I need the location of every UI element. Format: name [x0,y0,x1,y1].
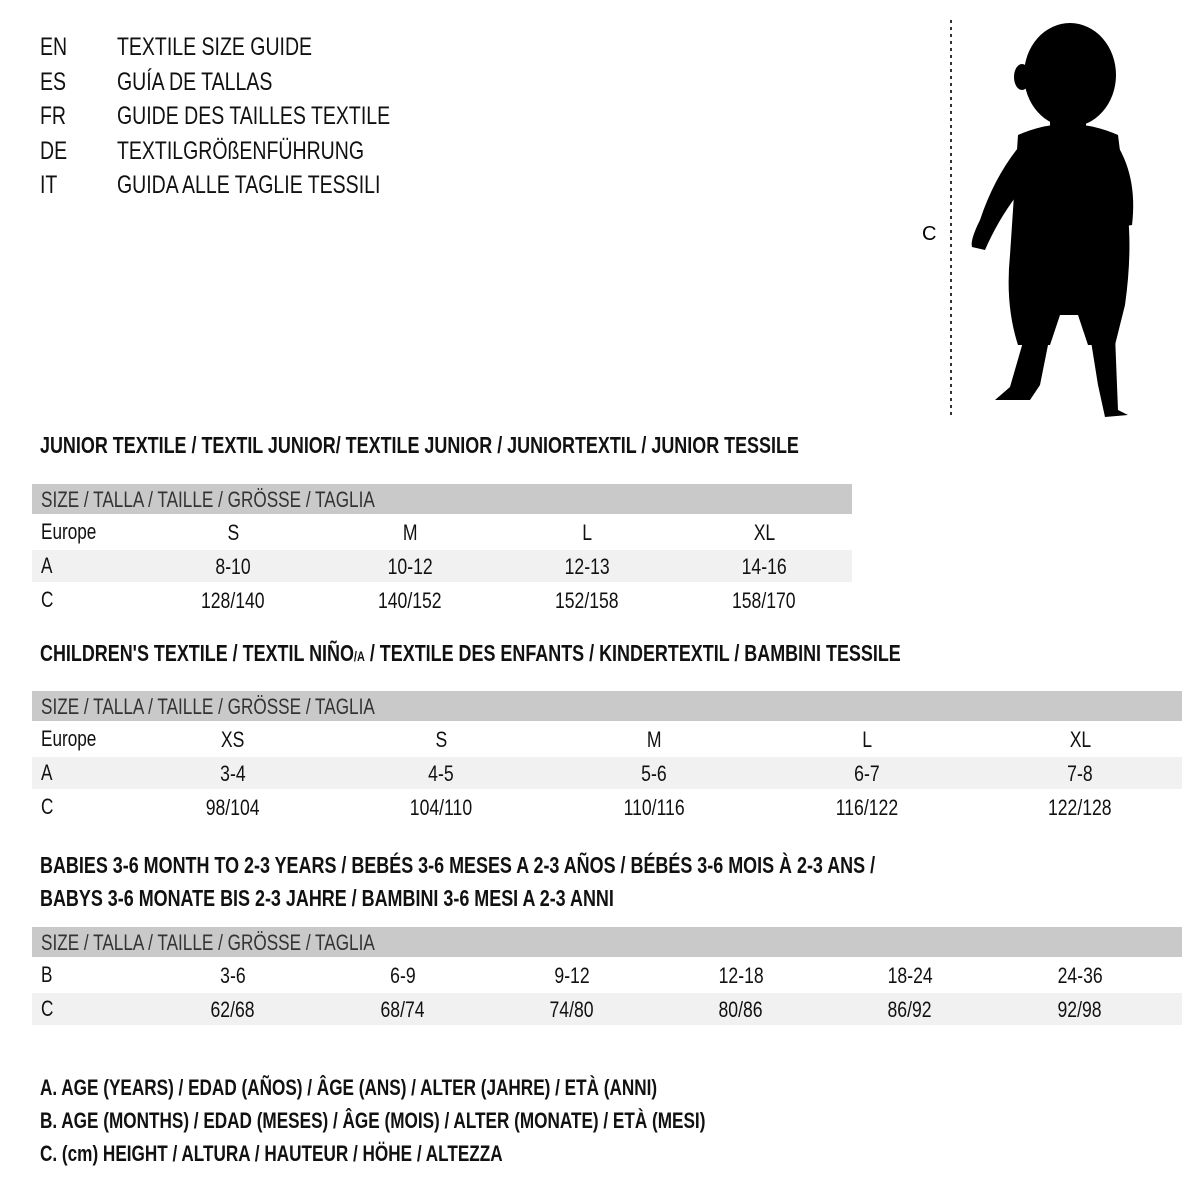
legend-b: B. AGE (MONTHS) / EDAD (MESES) / ÂGE (MO… [40,1108,706,1133]
table-cell: 12-18 [718,963,764,988]
table-cell: 86/92 [887,997,933,1022]
table-cell: 104/110 [409,795,473,820]
lang-code: DE [40,136,68,165]
table-cell: 98/104 [206,795,260,820]
row-label: Europe [41,726,97,751]
table-row: C 128/140 140/152 152/158 158/170 [32,584,852,616]
table-cell: 24-36 [1057,963,1103,988]
lang-title: GUÍA DE TALLAS [117,67,273,96]
table-row: Europe S M L XL [32,516,852,548]
table-cell: 6-7 [854,761,880,786]
row-label: C [41,587,54,612]
table-cell: M [402,520,418,545]
table-cell: XS [221,727,245,752]
lang-code: FR [40,102,66,130]
table-cell: 7-8 [1067,761,1093,786]
legend-a: A. AGE (YEARS) / EDAD (AÑOS) / ÂGE (ANS)… [40,1075,658,1100]
table-cell: L [582,520,592,545]
table-cell: 122/128 [1048,795,1112,820]
lang-code: IT [40,171,58,199]
children-size-table: SIZE / TALLA / TAILLE / GRÖSSE / TAGLIA E… [32,691,1182,823]
table-header-row: SIZE / TALLA / TAILLE / GRÖSSE / TAGLIA [32,927,1182,957]
row-label: A [41,760,53,785]
table-cell: 8-10 [215,554,251,579]
height-label: C [922,223,936,245]
table-cell: 10-12 [387,554,433,579]
row-label: A [41,553,53,578]
table-cell: 3-6 [220,963,246,988]
table-cell: 62/68 [210,997,256,1022]
table-cell: 158/170 [732,588,796,613]
table-row: A 8-10 10-12 12-13 14-16 [32,550,852,582]
table-cell: 18-24 [887,963,933,988]
table-cell: XL [1069,727,1091,752]
child-silhouette-icon [971,23,1134,417]
table-cell: 80/86 [718,997,764,1022]
table-cell: 4-5 [428,761,454,786]
table-cell: L [862,727,872,752]
lang-title: GUIDA ALLE TAGLIE TESSILI [117,171,381,199]
legend-c: C. (cm) HEIGHT / ALTURA / HAUTEUR / HÖHE… [40,1141,503,1166]
table-cell: 152/158 [555,588,619,613]
table-cell: 92/98 [1057,997,1103,1022]
table-cell: M [646,727,662,752]
table-cell: XL [753,520,775,545]
table-cell: 74/80 [549,997,595,1022]
lang-title: TEXTILE SIZE GUIDE [117,33,313,61]
junior-section-title: JUNIOR TEXTILE / TEXTIL JUNIOR/ TEXTILE … [40,432,799,458]
babies-section-title: BABIES 3-6 MONTH TO 2-3 YEARS / BEBÉS 3-… [40,852,876,911]
row-label: B [41,962,53,987]
lang-title: TEXTILGRÖßENFÜHRUNG [117,136,365,165]
table-cell: S [435,727,447,752]
table-cell: 9-12 [554,963,590,988]
table-cell: 6-9 [390,963,416,988]
junior-size-table: SIZE / TALLA / TAILLE / GRÖSSE / TAGLIA E… [32,484,852,616]
table-cell: 12-13 [564,554,610,579]
table-cell: 140/152 [378,588,442,613]
table-row: A 3-4 4-5 5-6 6-7 7-8 [32,757,1182,789]
table-cell: 3-4 [220,761,246,786]
table-cell: 5-6 [641,761,667,786]
table-row: C 62/68 68/74 74/80 80/86 86/92 92/98 [32,993,1182,1025]
table-cell: 68/74 [380,997,426,1022]
table-cell: 110/116 [623,795,685,820]
table-header-row: SIZE / TALLA / TAILLE / GRÖSSE / TAGLIA [32,691,1182,721]
table-header-row: SIZE / TALLA / TAILLE / GRÖSSE / TAGLIA [32,484,852,514]
row-label: C [41,996,54,1021]
row-label: Europe [41,519,97,544]
lang-code: ES [40,67,67,96]
table-cell: 128/140 [201,588,265,613]
table-row: C 98/104 104/110 110/116 116/122 122/128 [32,791,1182,823]
babies-size-table: SIZE / TALLA / TAILLE / GRÖSSE / TAGLIA B… [32,927,1182,1025]
table-row: Europe XS S M L XL [32,723,1182,755]
lang-title: GUIDE DES TAILLES TEXTILE [117,102,391,130]
row-label: C [41,794,54,819]
legend: A. AGE (YEARS) / EDAD (AÑOS) / ÂGE (ANS)… [40,1071,893,1170]
table-cell: S [227,520,239,545]
children-section-title: CHILDREN'S TEXTILE / TEXTIL NIÑO/A / TEX… [40,640,901,666]
table-cell: 116/122 [835,795,899,820]
child-silhouette-figure: C [922,20,1134,417]
lang-code: EN [40,33,68,61]
table-cell: 14-16 [741,554,787,579]
table-row: B 3-6 6-9 9-12 12-18 18-24 24-36 [32,959,1182,991]
